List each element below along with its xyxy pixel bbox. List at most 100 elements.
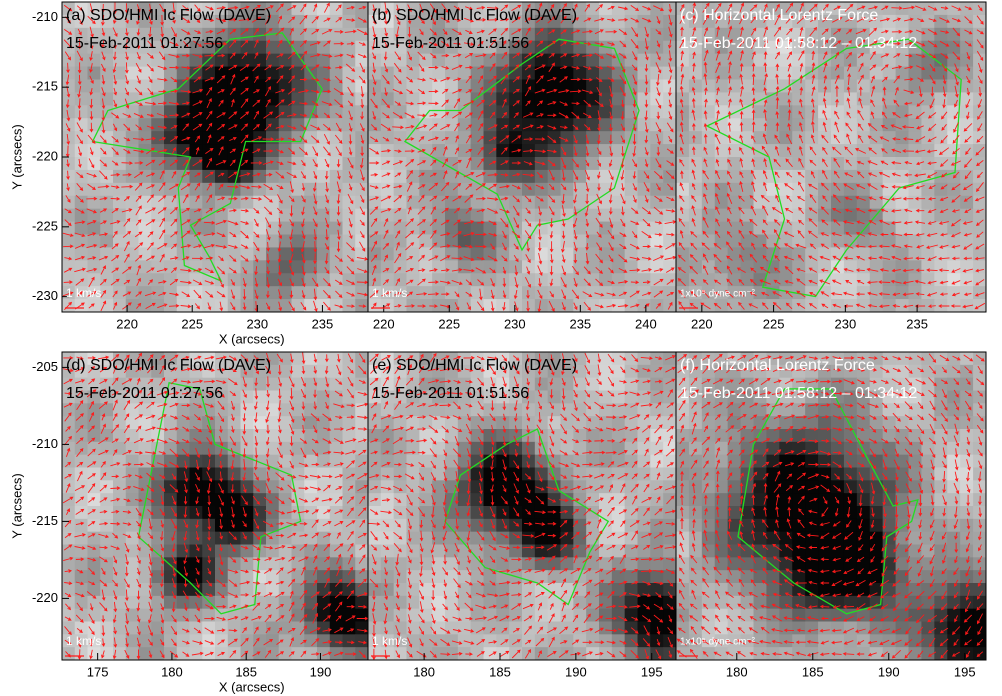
image-pixel	[406, 247, 420, 261]
image-pixel	[779, 131, 793, 145]
image-pixel	[240, 260, 254, 274]
image-pixel	[805, 634, 819, 648]
image-pixel	[278, 195, 292, 210]
image-pixel	[947, 454, 961, 468]
image-pixel	[818, 66, 832, 80]
image-pixel	[843, 144, 858, 158]
image-pixel	[113, 195, 127, 210]
contour	[137, 382, 302, 615]
image-pixel	[676, 40, 690, 55]
image-pixel	[534, 118, 549, 132]
image-pixel	[934, 105, 948, 119]
image-pixel	[522, 131, 536, 145]
image-pixel	[650, 286, 664, 300]
image-pixel	[856, 14, 871, 29]
image-pixel	[62, 506, 76, 520]
image-pixel	[650, 182, 664, 197]
image-pixel	[253, 286, 267, 300]
image-pixel	[522, 105, 536, 119]
image-pixel	[278, 531, 292, 545]
image-pixel	[701, 105, 716, 119]
image-pixel	[470, 621, 484, 635]
x-tick-label: 185	[235, 664, 257, 679]
image-pixel	[611, 14, 626, 29]
image-pixel	[792, 260, 806, 274]
image-pixel	[189, 416, 203, 430]
image-pixel	[355, 118, 369, 132]
image-pixel	[586, 27, 600, 42]
image-pixel	[87, 531, 101, 545]
image-pixel	[151, 647, 165, 661]
image-pixel	[573, 105, 587, 119]
image-pixel	[202, 92, 216, 106]
image-pixel	[393, 493, 407, 507]
image-pixel	[406, 518, 420, 533]
image-pixel	[100, 467, 114, 481]
image-pixel	[189, 169, 203, 184]
image-pixel	[266, 416, 280, 430]
image-pixel	[483, 234, 497, 248]
image-pixel	[74, 299, 88, 313]
image-pixel	[457, 2, 472, 16]
image-pixel	[522, 480, 536, 494]
image-pixel	[637, 299, 651, 313]
image-pixel	[637, 195, 651, 210]
image-pixel	[560, 441, 574, 456]
image-pixel	[779, 14, 793, 29]
image-pixel	[406, 595, 420, 610]
image-pixel	[138, 53, 152, 68]
image-pixel	[637, 234, 651, 248]
image-pixel	[62, 131, 76, 145]
image-pixel	[688, 66, 703, 80]
image-pixel	[470, 195, 484, 210]
image-pixel	[368, 182, 382, 197]
image-pixel	[934, 221, 948, 235]
image-pixel	[253, 416, 267, 430]
image-pixel	[599, 364, 613, 379]
image-pixel	[138, 621, 152, 635]
image-pixel	[882, 92, 897, 106]
image-pixel	[714, 441, 729, 456]
image-pixel	[380, 157, 395, 171]
image-pixel	[176, 608, 190, 622]
image-pixel	[342, 144, 356, 158]
image-pixel	[113, 286, 127, 300]
image-pixel	[432, 27, 446, 42]
image-pixel	[227, 506, 241, 520]
image-pixel	[483, 403, 497, 417]
image-pixel	[779, 234, 793, 248]
image-pixel	[701, 416, 716, 430]
image-pixel	[419, 506, 433, 520]
image-pixel	[676, 2, 690, 16]
image-pixel	[934, 182, 948, 197]
image-pixel	[843, 221, 858, 235]
image-pixel	[202, 352, 216, 366]
image-pixel	[509, 182, 523, 197]
image-pixel	[509, 634, 523, 648]
image-pixel	[599, 66, 613, 80]
image-pixel	[457, 621, 472, 635]
image-pixel	[701, 234, 716, 248]
image-pixel	[560, 144, 574, 158]
image-pixel	[663, 182, 677, 197]
image-pixel	[164, 570, 178, 584]
image-pixel	[445, 131, 459, 145]
image-pixel	[973, 273, 987, 287]
image-pixel	[843, 14, 858, 29]
image-pixel	[792, 40, 806, 55]
image-pixel	[406, 506, 420, 520]
image-pixel	[534, 273, 549, 287]
image-pixel	[87, 377, 101, 391]
image-pixel	[483, 118, 497, 132]
image-pixel	[227, 247, 241, 261]
image-pixel	[87, 53, 101, 68]
image-pixel	[445, 608, 459, 622]
image-pixel	[676, 208, 690, 223]
image-pixel	[509, 416, 523, 430]
image-pixel	[895, 403, 909, 417]
image-pixel	[599, 118, 613, 132]
scale-label: 1 km/s	[66, 286, 101, 300]
image-pixel	[355, 221, 369, 235]
image-pixel	[779, 118, 793, 132]
image-pixel	[688, 493, 703, 507]
